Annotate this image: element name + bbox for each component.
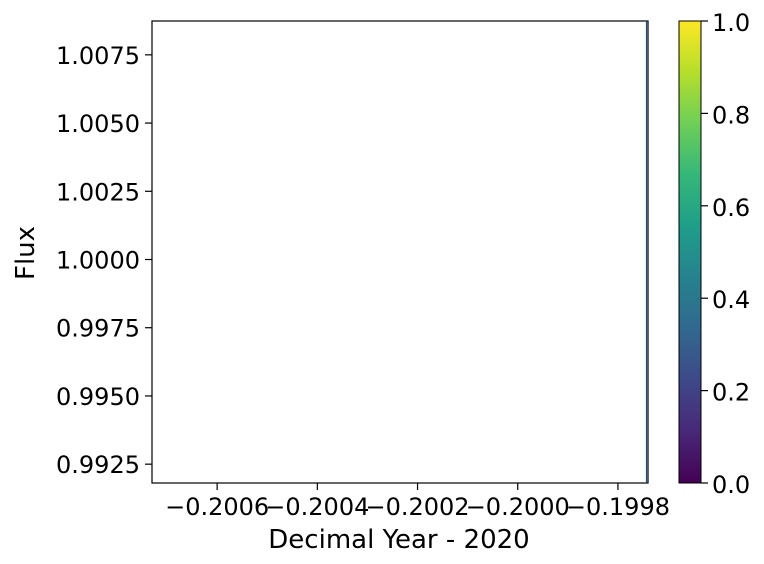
colorbar: 0.0 0.2 0.4 0.6 0.8 1.0: [678, 9, 750, 499]
colorbar-tick-label: 0.8: [712, 101, 750, 129]
colorbar-ticks: 0.0 0.2 0.4 0.6 0.8 1.0: [701, 9, 750, 499]
colorbar-tick-label: 0.2: [712, 379, 750, 407]
colorbar-scale: [678, 20, 702, 484]
y-tick-label: 1.0025: [56, 178, 140, 206]
x-tick-label: −0.2000: [466, 493, 570, 521]
y-tick-label: 0.9950: [56, 383, 140, 411]
x-tick-label: −0.2004: [265, 493, 369, 521]
colorbar-tick-label: 0.4: [712, 286, 750, 314]
x-tick-label: −0.1998: [566, 493, 670, 521]
colorbar-tick-label: 0.6: [712, 194, 750, 222]
plot-area: −0.2006−0.2004−0.2002−0.2000−0.1998 0.99…: [56, 20, 670, 521]
y-tick-label: 1.0050: [56, 110, 140, 138]
x-axis-ticks: −0.2006−0.2004−0.2002−0.2000−0.1998: [165, 483, 670, 521]
x-tick-label: −0.2006: [165, 493, 269, 521]
y-axis-label: Flux: [11, 226, 41, 280]
colorbar-tick-label: 1.0: [712, 9, 750, 37]
y-tick-label: 0.9925: [56, 451, 140, 479]
plot-frame: [151, 20, 649, 484]
y-axis-ticks: 0.9925 0.9950 0.9975 1.0000 1.0025 1.0050 1.00…: [56, 42, 152, 479]
y-tick-label: 1.0000: [56, 247, 140, 275]
y-tick-label: 1.0075: [56, 42, 140, 70]
x-axis-label: Decimal Year - 2020: [268, 525, 529, 555]
y-tick-label: 0.9975: [56, 315, 140, 343]
colorbar-tick-label: 0.0: [712, 471, 750, 499]
x-tick-label: −0.2002: [365, 493, 469, 521]
